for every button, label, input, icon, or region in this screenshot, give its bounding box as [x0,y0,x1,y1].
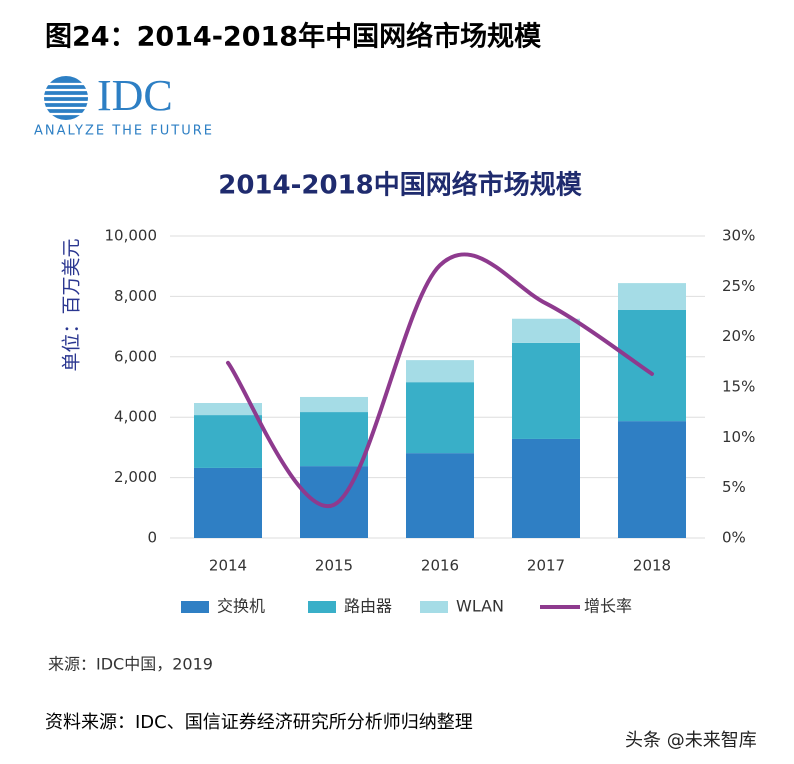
growth-line [226,252,654,509]
bar-segment [618,421,686,538]
bar-segment [300,466,368,538]
y2-tick-label: 20% [722,327,755,345]
x-tick-label: 2015 [315,557,353,575]
bar-segment [512,342,580,439]
legend-label: 交换机 [217,597,265,616]
footer-source: 资料来源：IDC、国信证券经济研究所分析师归纳整理 [45,712,473,733]
bar-segment [300,412,368,467]
logo-globe [40,76,92,120]
chart-title: 2014-2018中国网络市场规模 [218,170,583,201]
y-tick-label: 6,000 [114,347,157,365]
watermark: 头条 @未来智库 [625,730,757,751]
legend-label: WLAN [456,597,504,616]
bar-segment [194,415,262,468]
bar-segment [618,283,686,310]
y-axis-label: 单位：百万美元 [61,238,83,371]
x-tick-label: 2017 [527,557,565,575]
bar-segment [512,438,580,538]
y2-tick-label: 0% [722,529,746,547]
y-tick-label: 8,000 [114,287,157,305]
y-tick-label: 0 [147,529,157,547]
x-tick-label: 2018 [633,557,671,575]
y2-tick-label: 30% [722,227,755,245]
bar-segment [194,403,262,416]
bar-segment [406,360,474,383]
bar-segment [300,396,368,413]
figure-title: 图24：2014-2018年中国网络市场规模 [45,21,541,53]
bar-segment [194,467,262,538]
x-tick-label: 2014 [209,557,247,575]
source-note: 来源：IDC中国，2019 [48,655,213,674]
y2-tick-label: 15% [722,378,755,396]
y-tick-label: 4,000 [114,408,157,426]
legend-swatch [308,601,336,613]
x-tick-label: 2016 [421,557,459,575]
y2-tick-label: 10% [722,428,755,446]
bar-segment [618,309,686,422]
y-tick-label: 2,000 [114,468,157,486]
legend-label: 路由器 [344,597,392,616]
y-tick-label: 10,000 [105,227,158,245]
bar-segment [406,453,474,538]
logo-name: IDC [97,71,173,120]
y2-tick-label: 25% [722,277,755,295]
y2-tick-label: 5% [722,478,746,496]
legend-swatch [420,601,448,613]
legend-swatch [181,601,209,613]
legend-label: 增长率 [584,597,632,616]
logo-tagline: ANALYZE THE FUTURE [34,124,214,139]
bar-segment [406,382,474,454]
bar-segment [512,318,580,343]
